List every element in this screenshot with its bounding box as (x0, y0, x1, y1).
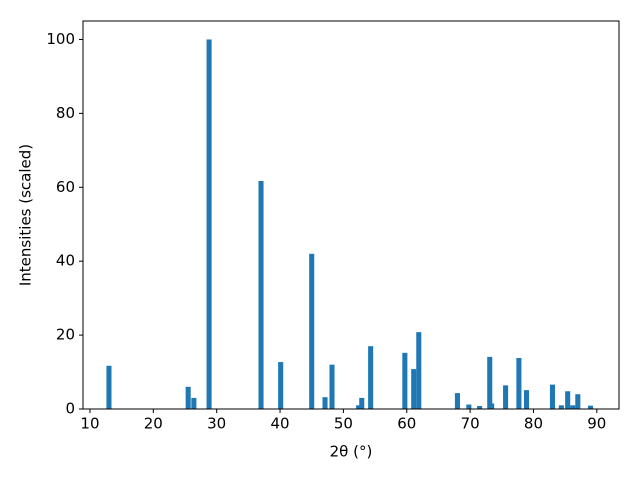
x-tick-label: 10 (80, 415, 99, 433)
bar (416, 332, 422, 409)
bar (466, 404, 472, 409)
bar (523, 390, 530, 409)
bar (322, 397, 328, 409)
bar (587, 405, 594, 409)
bar (402, 352, 408, 409)
bar (191, 397, 197, 409)
y-tick-label: 100 (46, 30, 75, 48)
bar (278, 362, 284, 409)
x-tick-label: 20 (144, 415, 163, 433)
y-tick-label: 60 (56, 178, 75, 196)
x-tick-label: 40 (270, 415, 289, 433)
bar (206, 39, 212, 409)
bar (570, 405, 576, 409)
x-tick-label: 70 (461, 415, 480, 433)
bar (558, 405, 564, 409)
y-axis-label: Intensities (scaled) (17, 144, 35, 286)
bar (565, 391, 571, 409)
x-tick-label: 80 (524, 415, 543, 433)
y-tick-label: 0 (65, 400, 75, 418)
bar (549, 384, 556, 409)
bar (106, 365, 112, 409)
x-tick-label: 60 (397, 415, 416, 433)
bar (454, 393, 460, 409)
bar (258, 181, 264, 409)
y-tick-label: 40 (56, 252, 75, 270)
bar (503, 385, 509, 409)
y-tick-label: 20 (56, 326, 75, 344)
x-tick-label: 50 (334, 415, 353, 433)
bar (477, 406, 483, 409)
y-tick-label: 80 (56, 104, 75, 122)
bar (329, 364, 335, 409)
x-tick-label: 30 (207, 415, 226, 433)
x-axis-label: 2θ (°) (330, 443, 373, 461)
bar (487, 356, 493, 409)
bar (359, 397, 365, 409)
x-tick-label: 90 (587, 415, 606, 433)
bar (516, 358, 522, 409)
bar (309, 253, 315, 409)
bar (185, 386, 191, 409)
bar (575, 394, 581, 409)
bar (411, 369, 417, 409)
bar (356, 405, 362, 409)
bar (368, 346, 374, 409)
bar (489, 403, 495, 409)
plot-frame (82, 20, 620, 410)
